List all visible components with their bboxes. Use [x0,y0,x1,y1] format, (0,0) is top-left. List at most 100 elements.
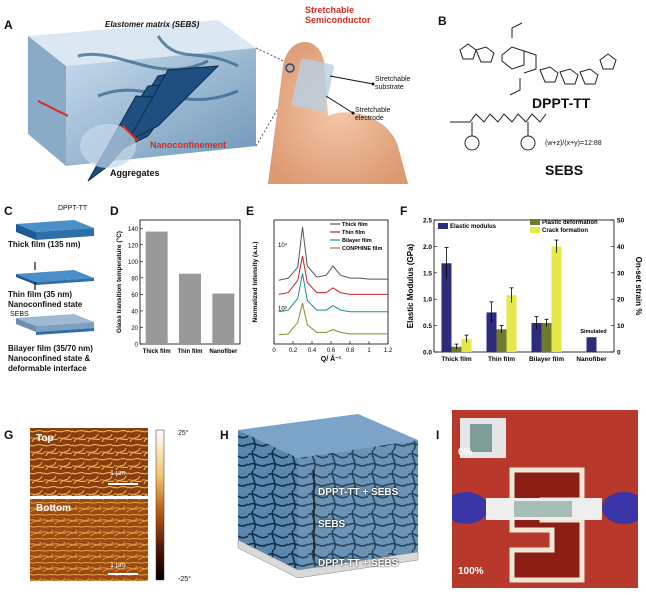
panel-i-letter: I [436,428,440,442]
colorbar-min: -25° [178,576,191,583]
film-schematics [16,220,94,335]
legend-swatch [438,223,448,229]
layer-top-label: DPPT-TT + SEBS [318,487,399,498]
sebs-layer-label: SEBS [10,311,29,318]
modulus-chart: 0.0 0.5 1.0 1.5 2.0 2.5 0 10 20 30 40 50 Thick film T… [406,218,643,364]
y-tick-label: 140 [128,227,139,233]
bilayer-network-illustration [237,414,419,579]
tg-bar-chart: 0 20 40 60 80 100 120 140 Thick film Thin film Nan… [115,219,241,355]
panel-a-letter: A [4,18,13,32]
y-axis-label: Glass transition temperature (°C) [115,231,123,333]
y-tick-label: 2.5 [423,218,432,225]
bar-2 [212,293,235,344]
elastomer-label: Elastomer matrix (SEBS) [105,20,200,29]
y-tick-label: 100 [128,260,139,266]
y-tick-label: 1.5 [423,270,432,277]
bar-1-2 [541,322,552,352]
panel-c-letter: C [4,204,13,218]
y2-tick-label: 40 [617,244,625,251]
bar-2-1 [506,295,517,352]
bilayer-state: Nanoconfined state & [8,354,91,363]
y2-tick-label: 30 [617,270,625,277]
colorbar-max: 25° [178,430,189,437]
scale-bar-top: 1 µm [110,470,126,477]
panel-g-letter: G [4,428,14,442]
y-tick-label: 10⁴ [278,242,288,249]
bar-0-0 [441,263,452,352]
x-tick-label: Thick film [143,349,171,355]
y-tick-label: 120 [128,243,139,249]
bar-2-2 [551,246,562,352]
legend-label: Thick film [342,222,368,228]
y-axis-label: Normalized Intensity (a.u.) [252,242,259,323]
x-tick-label: 1.2 [384,348,393,354]
y2-tick-label: 10 [617,323,625,330]
bar-0-2 [531,322,542,352]
y-tick-label: 10³ [278,307,287,313]
electrode-label: Stretchable electrode [355,107,391,122]
thin-film-label: Thin film (35 nm) [8,290,72,299]
x-tick-label: 0 [272,348,276,354]
series-line-0 [278,227,388,281]
x-tick-label: 0.2 [289,348,298,354]
scale-bar-bottom: 1 µm [110,562,126,569]
x-tick-label: Bilayer film [529,356,564,363]
afm-images [30,428,165,581]
afm-top-label: Top [36,433,54,444]
bilayer-interface: deformable interface [8,364,87,373]
panel-a-illustration [28,20,408,184]
y-tick-label: 2.0 [423,244,432,251]
legend-label: Elastic modulus [450,224,497,230]
y-tick-label: 20 [131,326,138,332]
y-tick-label: 80 [131,276,138,282]
sebs-name: SEBS [545,162,584,178]
simulated-label: Simulated [580,329,606,335]
legend-swatch [530,219,540,225]
bar-1 [179,273,201,344]
panel-b-letter: B [438,14,447,28]
thin-film-state: Nanoconfined state [8,300,83,309]
y-tick-label: 0.5 [423,323,432,330]
y-axis-label: Elastic Modulus (GPa) [406,243,415,328]
y-tick-label: 40 [131,309,138,315]
x-axis-label: Q/ Å⁻¹ [321,354,342,363]
thick-film-label: Thick film (135 nm) [8,240,81,249]
x-tick-label: 0.4 [308,348,317,354]
bar-0-1 [486,312,497,352]
series-line-1 [278,255,388,295]
chemical-structures [450,22,617,151]
aggregates-label: Aggregates [110,168,160,178]
x-tick-label: 0.8 [346,348,355,354]
legend-label: Crack formation [542,228,588,234]
series-line-2 [278,273,388,313]
y2-axis-label: On-set strain % [634,257,643,316]
bar-0 [145,231,168,344]
series-line-3 [278,302,388,336]
y2-tick-label: 20 [617,297,625,304]
dppt-tt-name: DPPT-TT [532,95,591,111]
legend-label: Thin film [342,230,365,236]
substrate-label: Stretchable substrate [375,76,411,91]
legend-label: Plastic deformation [542,220,598,226]
dppt-tt-top-label: DPPT-TT [58,205,88,212]
strain-100-label: 100% [458,566,484,577]
bar-1-1 [496,329,507,352]
x-tick-label: Thin film [178,349,203,355]
stretch-photo [452,410,638,588]
legend-label: Bilayer film [342,238,372,244]
panel-e-letter: E [246,204,255,218]
bar-2-0 [461,338,472,352]
ratio-label: (w+z)/(x+y)=12:88 [545,140,602,147]
y2-tick-label: 50 [617,218,625,225]
y-tick-label: 60 [131,293,138,299]
y-tick-label: 0.0 [423,350,432,357]
bar-0-3 [586,337,597,352]
giwaxs-chart: 0 0.2 0.4 0.6 0.8 1 1.2 10⁴ 10³ Thick film Thin fi… [252,219,393,363]
y-tick-label: 1.0 [423,297,432,304]
legend-label: CONPHINE film [342,246,382,252]
strain-0-label: 0% [458,447,473,458]
x-tick-label: Thin film [488,356,515,363]
legend-swatch [530,227,540,233]
nanoconfinement-label: Nanoconfinement [150,140,227,150]
x-tick-label: 0.6 [327,348,336,354]
